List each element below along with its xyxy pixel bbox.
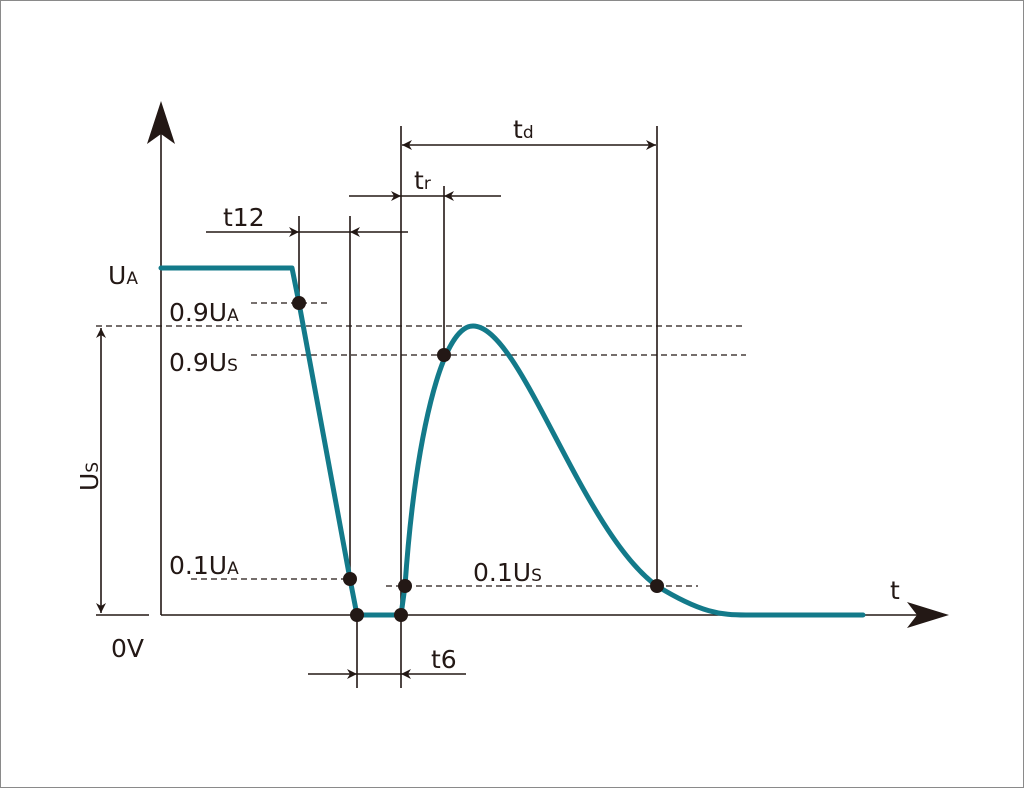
label-t-axis: t	[890, 576, 900, 605]
point-0.1us-rise	[398, 579, 412, 593]
point-0.1ua	[343, 572, 357, 586]
label-0.1ua: 0.1UA	[169, 551, 239, 580]
label-0v: 0V	[111, 634, 144, 663]
label-tr: tr	[414, 166, 431, 195]
label-0.9us: 0.9US	[169, 348, 238, 377]
label-us: US	[75, 462, 104, 491]
label-0.9ua: 0.9UA	[169, 298, 239, 327]
label-0.1us: 0.1US	[473, 558, 542, 587]
point-rise-zero	[394, 608, 408, 622]
label-t12: t12	[223, 203, 265, 232]
label-t6: t6	[431, 645, 457, 674]
point-0.1us-decay	[650, 579, 664, 593]
point-0.9us	[437, 348, 451, 362]
y-axis-arrow-icon	[147, 101, 175, 144]
waveform	[158, 265, 866, 618]
label-ua: UA	[108, 261, 138, 290]
point-fall-zero	[350, 608, 364, 622]
label-td: td	[513, 115, 534, 144]
x-axis-arrow-icon	[907, 602, 949, 628]
point-0.9ua	[292, 296, 306, 310]
